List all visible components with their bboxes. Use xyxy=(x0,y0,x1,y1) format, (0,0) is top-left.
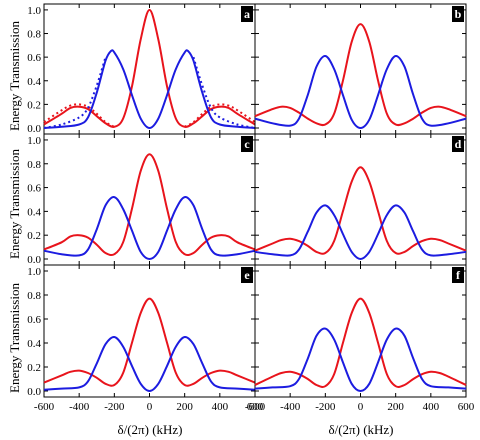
x-tick-label: -400 xyxy=(69,401,90,413)
panel-label-box xyxy=(452,136,464,152)
y-tick-label: 0.2 xyxy=(27,362,41,374)
red-solid-curve xyxy=(254,297,467,388)
panel-label-c: c xyxy=(241,136,253,152)
red-dotted-curve xyxy=(43,103,256,128)
panel-b: b xyxy=(254,3,467,135)
panel-f: -600 -400 -200 0 200 400 600 f xyxy=(245,264,475,413)
y-tick-label: 0.2 xyxy=(27,230,41,242)
panel-label-text: a xyxy=(244,7,250,21)
y-tick-label: 0.0 xyxy=(27,386,41,398)
panel-d: d xyxy=(254,133,467,266)
y-tick-label: 0.0 xyxy=(27,254,41,266)
panel-label-d: d xyxy=(452,136,464,152)
blue-solid-curve xyxy=(43,49,256,130)
x-tick-label: 600 xyxy=(458,401,475,413)
panel-label-a: a xyxy=(241,6,253,22)
blue-solid-curve xyxy=(43,335,256,393)
panel-label-box xyxy=(241,136,253,152)
panel-e: 0.0 0.2 0.4 0.6 0.8 1.0 -600 -400 -200 0 200 400 600… xyxy=(27,264,264,413)
panel-label-text: b xyxy=(455,7,462,21)
y-tick-label: 0.8 xyxy=(27,29,41,41)
x-tick-label: 400 xyxy=(423,401,440,413)
panel-frame xyxy=(254,264,467,398)
panel-label-box xyxy=(241,6,253,22)
panel-c: 0.0 0.2 0.4 0.6 0.8 1.0 c xyxy=(27,133,256,266)
y-tick-label: 0.4 xyxy=(27,338,41,350)
y-axis-title-row-2: Energy Transmission xyxy=(7,149,22,259)
y-tick-label: 0.6 xyxy=(27,314,41,326)
panel-label-f: f xyxy=(452,267,464,283)
blue-solid-curve xyxy=(43,196,256,261)
y-tick-label: 1.0 xyxy=(27,135,41,147)
panel-label-text: e xyxy=(244,268,250,282)
red-solid-curve xyxy=(43,297,256,387)
y-tick-label: 0.0 xyxy=(27,123,41,135)
panel-label-text: f xyxy=(456,268,461,282)
blue-solid-curve xyxy=(254,327,467,393)
x-tick-label: -400 xyxy=(280,401,301,413)
panel-a: 0.0 0.2 0.4 0.6 0.8 1.0 a xyxy=(27,3,256,135)
y-tick-label: 0.6 xyxy=(27,183,41,195)
y-tick-label: 1.0 xyxy=(27,266,41,278)
y-tick-label: 0.4 xyxy=(27,76,41,88)
x-tick-label: -200 xyxy=(104,401,125,413)
panel-label-b: b xyxy=(452,6,464,22)
x-axis-title-right: δ/(2π) (kHz) xyxy=(328,422,393,437)
y-tick-label: 0.8 xyxy=(27,159,41,171)
panel-label-e: e xyxy=(241,267,253,283)
blue-solid-curve xyxy=(254,55,467,130)
red-solid-curve xyxy=(43,153,256,257)
red-solid-curve xyxy=(254,23,467,127)
x-tick-label: 200 xyxy=(176,401,193,413)
panel-label-box xyxy=(452,6,464,22)
panel-label-box xyxy=(241,267,253,283)
red-solid-curve xyxy=(43,8,256,128)
x-tick-label: 0 xyxy=(358,401,364,413)
x-tick-label: -600 xyxy=(245,401,266,413)
panel-label-text: c xyxy=(244,137,250,151)
x-tick-label: 600 xyxy=(247,401,264,413)
panel-frame xyxy=(254,133,467,266)
y-tick-label: 0.6 xyxy=(27,52,41,64)
y-tick-label: 0.4 xyxy=(27,206,41,218)
y-tick-label: 0.2 xyxy=(27,99,41,111)
x-tick-label: 0 xyxy=(147,401,153,413)
panel-frame xyxy=(43,264,256,398)
x-tick-label: 200 xyxy=(387,401,404,413)
red-solid-curve xyxy=(254,166,467,255)
blue-solid-curve xyxy=(254,204,467,261)
y-axis-title-row-1: Energy Transmission xyxy=(7,21,22,131)
panel-label-text: d xyxy=(455,137,462,151)
panel-frame xyxy=(43,3,256,135)
x-tick-label: -200 xyxy=(315,401,336,413)
x-axis-title-left: δ/(2π) (kHz) xyxy=(117,422,182,437)
blue-dotted-curve xyxy=(43,56,256,129)
x-tick-label: 400 xyxy=(212,401,229,413)
y-tick-label: 1.0 xyxy=(27,5,41,17)
x-tick-label: -600 xyxy=(34,401,55,413)
y-axis-title-row-3: Energy Transmission xyxy=(7,283,22,393)
panel-label-box xyxy=(452,267,464,283)
y-tick-label: 0.8 xyxy=(27,290,41,302)
